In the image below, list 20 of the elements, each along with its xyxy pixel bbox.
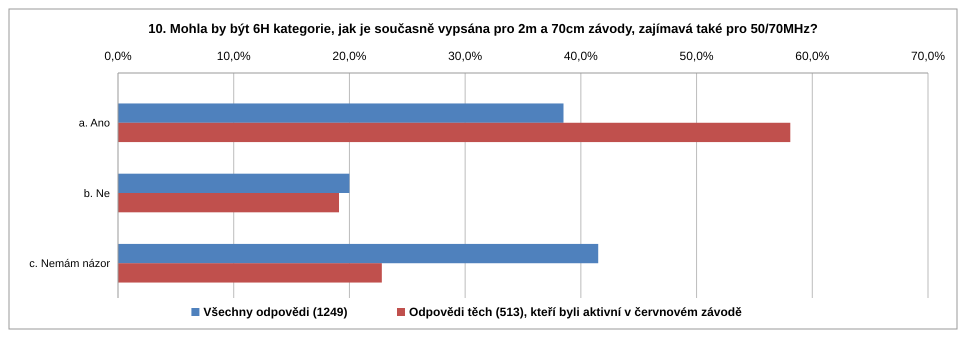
legend-label: Všechny odpovědi (1249) (203, 305, 348, 320)
bar (118, 103, 564, 123)
bar (118, 174, 350, 193)
x-tick-label: 0,0% (104, 49, 132, 63)
x-tick-label: 20,0% (332, 49, 367, 63)
y-tick-label: c. Nemám názor (29, 258, 110, 270)
x-tick-label: 60,0% (795, 49, 830, 63)
bar (118, 193, 340, 212)
x-tick-label: 50,0% (680, 49, 714, 63)
x-tick-label: 70,0% (910, 49, 946, 63)
y-tick-label: a. Ano (78, 118, 110, 130)
legend-label: Odpovědi těch (513), kteří byli aktivní v červnovém závodě (409, 305, 742, 320)
bar (118, 244, 598, 264)
x-tick-label: 30,0% (448, 49, 482, 63)
x-tick-label: 10,0% (216, 49, 252, 63)
x-tick-label: 40,0% (564, 49, 598, 63)
chart-title: 10. Mohla by být 6H kategorie, jak je současně vypsána pro 2m a 70cm závody, zajímavá také pro 50/70MHz? (148, 21, 818, 36)
bar (118, 263, 382, 283)
y-tick-label: b. Ne (84, 188, 110, 200)
bar (118, 122, 790, 142)
